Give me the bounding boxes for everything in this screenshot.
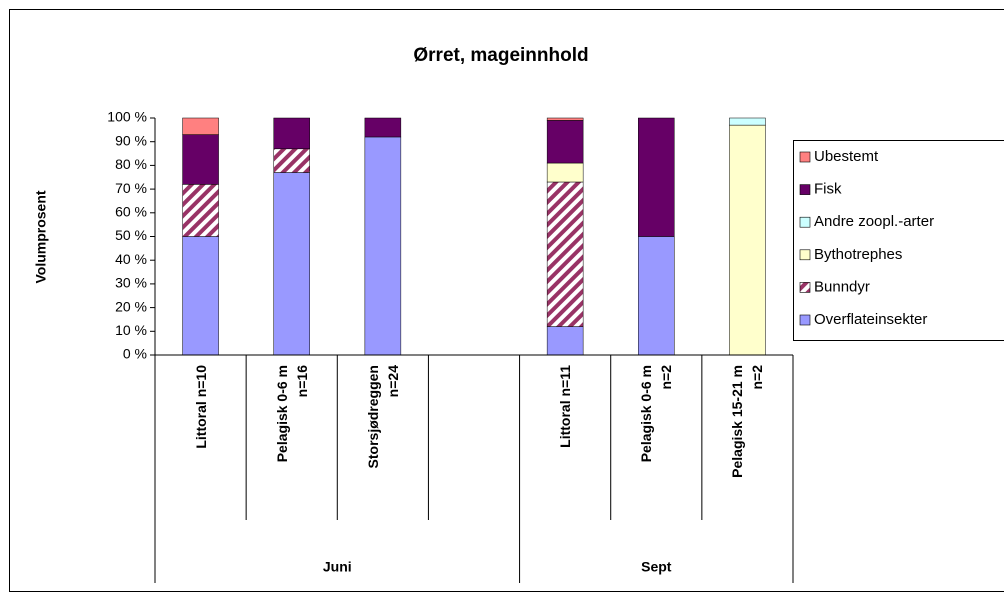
legend-box [793, 140, 1004, 341]
y-tick-label: 0 % [123, 346, 147, 362]
bar-segment [273, 172, 310, 356]
y-tick-label: 100 % [107, 109, 147, 125]
bar-segment [182, 134, 219, 185]
y-tick-label: 80 % [115, 156, 147, 172]
bar-segment [546, 117, 584, 121]
legend-label: Bythotrephes [814, 246, 902, 263]
y-tick-label: 20 % [115, 298, 147, 314]
legend-label: Ubestemt [814, 148, 879, 165]
bar-segment [729, 117, 766, 126]
bar-segment [638, 117, 675, 237]
x-tick-label: Pelagisk 15-21 m n=2 [729, 365, 766, 478]
legend-label: Andre zoopl.-arter [814, 213, 934, 230]
bar-segment [546, 181, 584, 327]
bar-segment [546, 120, 584, 164]
chart-title: Ørret, mageinnhold [413, 45, 588, 66]
y-tick-label: 30 % [115, 275, 147, 291]
x-tick-label: Littoral n=10 [192, 365, 209, 449]
y-tick-label: 70 % [115, 180, 147, 196]
bar-segment [364, 117, 402, 138]
y-tick-label: 40 % [115, 251, 147, 267]
bar-segment [182, 236, 219, 356]
y-tick-label: 60 % [115, 204, 147, 220]
y-tick-label: 50 % [115, 227, 147, 243]
legend-swatch [799, 151, 811, 163]
x-tick-label: Storsjødreggen n=24 [364, 365, 401, 469]
bar-segment [638, 236, 675, 356]
y-tick-label: 10 % [115, 322, 147, 338]
legend-label: Fisk [814, 181, 842, 198]
bar-segment [546, 326, 584, 356]
x-tick-label: Pelagisk 0-6 m n=2 [638, 365, 675, 463]
y-axis-label: Volumprosent [33, 190, 49, 283]
bar-segment [273, 117, 310, 150]
bar-segment [182, 117, 219, 135]
bar-segment [546, 162, 584, 183]
legend-swatch [799, 216, 811, 228]
group-label: Juni [323, 559, 352, 575]
legend-swatch [799, 184, 811, 195]
bar-segment [729, 124, 766, 356]
legend-swatch [799, 282, 811, 293]
legend-label: Bunndyr [814, 278, 870, 295]
x-tick-label: Pelagisk 0-6 m n=16 [273, 365, 310, 463]
legend-swatch [799, 249, 811, 261]
y-tick-label: 90 % [115, 132, 147, 148]
bar-segment [364, 136, 402, 356]
bar-segment [273, 148, 310, 173]
bar-segment [182, 184, 219, 237]
group-label: Sept [641, 559, 672, 575]
x-tick-label: Littoral n=11 [557, 365, 574, 448]
legend-swatch [799, 314, 811, 326]
legend-label: Overflateinsekter [814, 311, 927, 328]
